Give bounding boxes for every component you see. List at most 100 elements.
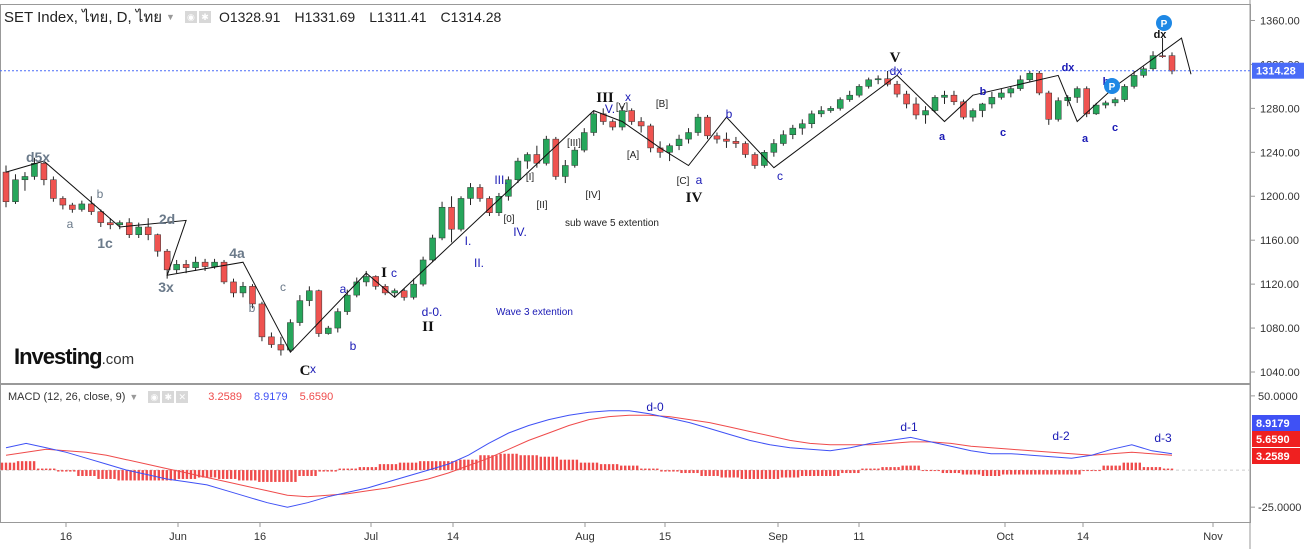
candle-body xyxy=(495,195,503,213)
macd-histogram-bar xyxy=(97,470,100,479)
macd-histogram-bar xyxy=(362,467,366,471)
macd-histogram-bar xyxy=(205,470,209,478)
candle-body xyxy=(998,92,1005,98)
symbol-title[interactable]: SET Index, ไทย, D, ไทย xyxy=(4,9,163,26)
macd-histogram-bar xyxy=(410,462,414,471)
x-tick-label: Oct xyxy=(996,531,1013,543)
macd-histogram-bar xyxy=(145,470,148,481)
macd-histogram-bar xyxy=(881,467,884,471)
macd-histogram-bar xyxy=(853,470,856,474)
macd-histogram-bar xyxy=(628,465,631,471)
macd-histogram-bar xyxy=(1058,470,1061,475)
macd-histogram-bar xyxy=(65,470,68,472)
macd-histogram-bar xyxy=(893,467,896,471)
macd-histogram-bar xyxy=(242,470,245,481)
macd-histogram-bar xyxy=(258,470,261,482)
macd-histogram-bar xyxy=(792,470,796,478)
y-tick-label: 1200.00 xyxy=(1260,191,1300,203)
macd-histogram-bar xyxy=(587,462,591,471)
eye-icon[interactable]: ◉ xyxy=(148,391,161,403)
macd-histogram-bar xyxy=(334,470,337,472)
macd-signal-value: 5.6590 xyxy=(299,391,334,403)
macd-histogram-bar xyxy=(471,459,474,471)
eye-icon[interactable]: ◉ xyxy=(184,11,197,23)
macd-histogram-bar xyxy=(941,470,945,474)
wave-label: c xyxy=(777,169,783,183)
macd-histogram-bar xyxy=(821,470,824,476)
header-buttons: ◉ ✱ xyxy=(184,11,213,23)
candle-body xyxy=(21,176,29,181)
macd-histogram-bar xyxy=(507,453,510,471)
macd-histogram-bar xyxy=(483,455,486,471)
macd-histogram-bar xyxy=(977,470,981,475)
macd-histogram-bar xyxy=(624,465,627,471)
x-tick-label: Nov xyxy=(1203,531,1223,543)
macd-histogram-bar xyxy=(945,470,949,474)
chevron-down-icon[interactable]: ▼ xyxy=(129,392,139,402)
macd-histogram-bar xyxy=(350,468,353,471)
macd-wave-label: d-3 xyxy=(1154,431,1172,445)
candle-body xyxy=(334,311,342,329)
candle-body xyxy=(742,143,749,155)
macd-histogram-bar xyxy=(274,470,277,482)
macd-histogram-bar xyxy=(354,468,357,471)
wave-label: [A] xyxy=(627,150,639,161)
chevron-down-icon[interactable]: ▼ xyxy=(166,12,175,22)
macd-histogram-bar xyxy=(511,453,514,471)
macd-histogram-bar xyxy=(270,470,273,482)
wave-label: V. xyxy=(605,102,615,116)
y-tick-label: 1120.00 xyxy=(1260,279,1299,291)
candle-body xyxy=(182,264,190,268)
wave-label: d-0. xyxy=(422,305,443,319)
candle-body xyxy=(950,94,958,103)
macd-histogram-bar xyxy=(225,470,229,479)
macd-histogram-bar xyxy=(366,467,370,471)
candle-body xyxy=(1036,72,1043,94)
macd-histogram-bar xyxy=(772,470,776,479)
x-tick-label: 11 xyxy=(853,531,864,543)
macd-histogram-bar xyxy=(913,465,916,471)
wave-marker-badge xyxy=(1104,78,1120,94)
macd-histogram-bar xyxy=(921,470,924,472)
macd-histogram-bar xyxy=(997,470,1001,476)
candle-body xyxy=(467,187,474,199)
macd-histogram-bar xyxy=(1030,470,1033,475)
candle-body xyxy=(315,290,323,334)
macd-histogram-bar xyxy=(1046,470,1049,475)
macd-histogram-bar xyxy=(77,470,80,476)
candle-body xyxy=(732,141,740,144)
x-tick-label: Sep xyxy=(768,531,788,543)
macd-label[interactable]: MACD (12, 26, close, 9) xyxy=(8,391,126,403)
gear-icon[interactable]: ✱ xyxy=(162,391,175,403)
macd-histogram-bar xyxy=(394,464,398,471)
macd-histogram-bar xyxy=(398,462,402,471)
macd-histogram-bar xyxy=(105,470,108,479)
macd-histogram-bar xyxy=(439,461,442,471)
macd-histogram-bar xyxy=(925,470,928,472)
macd-histogram-bar xyxy=(559,459,563,471)
candle-body xyxy=(135,226,142,235)
wave-label: c xyxy=(1112,122,1118,134)
macd-histogram-bar xyxy=(342,468,345,471)
close-icon[interactable]: ✕ xyxy=(176,391,189,403)
macd-histogram-bar xyxy=(455,461,458,471)
macd-histogram-bar xyxy=(169,470,173,481)
gear-icon[interactable]: ✱ xyxy=(198,11,211,23)
wave-label: 4a xyxy=(229,245,245,261)
macd-histogram-bar xyxy=(575,459,579,471)
macd-histogram-bar xyxy=(93,470,96,476)
candle-body xyxy=(1111,99,1119,104)
macd-histogram-bar xyxy=(1009,470,1013,475)
macd-histogram-bar xyxy=(121,470,124,481)
macd-histogram-bar xyxy=(1090,470,1093,472)
macd-histogram-bar xyxy=(732,470,735,478)
macd-histogram-bar xyxy=(519,455,522,471)
macd-histogram-bar xyxy=(1034,470,1037,475)
macd-histogram-bar xyxy=(949,470,953,474)
macd-histogram-bar xyxy=(969,470,973,475)
last-price-tag xyxy=(1252,62,1304,79)
candle-body xyxy=(429,237,436,261)
candle-body xyxy=(362,276,370,283)
macd-histogram-bar xyxy=(768,470,772,479)
